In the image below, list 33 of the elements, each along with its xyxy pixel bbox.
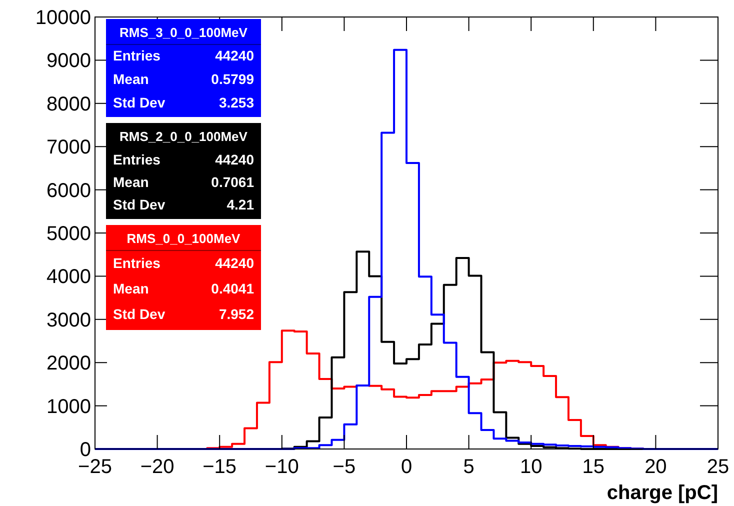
x-tick-label: 10 bbox=[520, 456, 542, 478]
x-tick-label: 0 bbox=[400, 456, 412, 478]
x-tick-label: −20 bbox=[140, 456, 174, 478]
x-tick-label: 15 bbox=[582, 456, 605, 478]
y-tick-label: 5000 bbox=[46, 223, 91, 245]
y-tick-label: 3000 bbox=[46, 309, 91, 332]
y-tick-label: 10000 bbox=[35, 7, 91, 29]
text: Std Dev 7.952 bbox=[113, 306, 254, 322]
text: Mean 0.5799 bbox=[113, 71, 254, 87]
text: RMS_0_0_100MeV bbox=[126, 231, 241, 246]
y-tick-label: 6000 bbox=[46, 180, 91, 202]
x-tick-label: 25 bbox=[706, 456, 730, 478]
y-tick-label: 7000 bbox=[46, 136, 91, 159]
y-tick-label: 4000 bbox=[46, 266, 91, 288]
y-tick-label: 2000 bbox=[46, 352, 91, 375]
text: RMS_3_0_0_100MeV bbox=[120, 25, 248, 40]
text: Mean 0.7061 bbox=[113, 174, 254, 190]
x-tick-label: 5 bbox=[463, 456, 474, 478]
text: RMS_2_0_0_100MeV bbox=[120, 129, 248, 144]
text: Entries 44240 bbox=[113, 48, 254, 64]
x-tick-label: −15 bbox=[202, 456, 237, 478]
text: Mean 0.4041 bbox=[113, 280, 254, 296]
x-tick-label: −5 bbox=[332, 456, 356, 478]
x-tick-label: −10 bbox=[264, 456, 299, 478]
x-tick-label: 20 bbox=[644, 456, 667, 478]
text: Std Dev 4.21 bbox=[113, 196, 254, 213]
text: Entries 44240 bbox=[113, 151, 254, 168]
text: Entries 44240 bbox=[113, 254, 254, 271]
x-axis-title: charge [pC] bbox=[606, 482, 718, 504]
y-tick-label: 1000 bbox=[46, 396, 91, 418]
text: Std Dev 3.253 bbox=[113, 94, 254, 110]
y-tick-label: 9000 bbox=[46, 50, 91, 72]
y-tick-label: 8000 bbox=[46, 93, 91, 116]
